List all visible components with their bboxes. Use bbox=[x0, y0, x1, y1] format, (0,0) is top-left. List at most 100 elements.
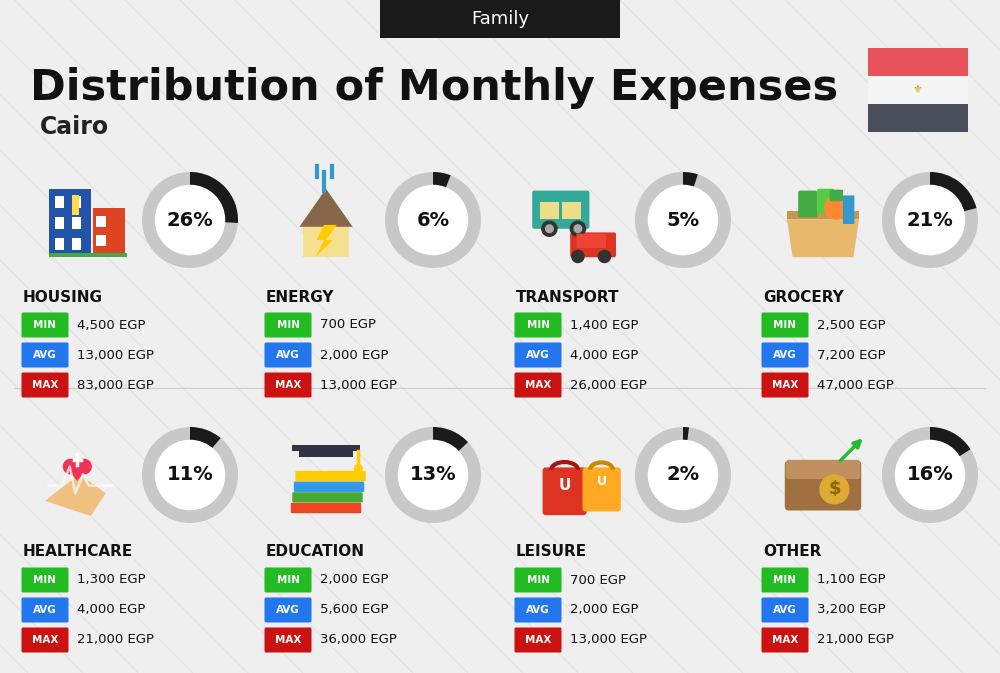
Text: $: $ bbox=[828, 481, 841, 499]
Text: 13,000 EGP: 13,000 EGP bbox=[570, 633, 647, 647]
FancyBboxPatch shape bbox=[22, 567, 68, 592]
Circle shape bbox=[155, 186, 225, 254]
Text: MIN: MIN bbox=[276, 320, 300, 330]
Text: MIN: MIN bbox=[34, 320, 56, 330]
FancyBboxPatch shape bbox=[295, 471, 366, 481]
Text: AVG: AVG bbox=[773, 605, 797, 615]
FancyBboxPatch shape bbox=[540, 202, 559, 219]
Polygon shape bbox=[65, 466, 90, 481]
FancyBboxPatch shape bbox=[264, 312, 312, 337]
Text: OTHER: OTHER bbox=[763, 544, 821, 559]
FancyBboxPatch shape bbox=[786, 460, 860, 479]
Text: 11%: 11% bbox=[167, 466, 213, 485]
FancyBboxPatch shape bbox=[72, 194, 79, 215]
Circle shape bbox=[598, 250, 611, 262]
Text: 21,000 EGP: 21,000 EGP bbox=[817, 633, 894, 647]
Text: Distribution of Monthly Expenses: Distribution of Monthly Expenses bbox=[30, 67, 838, 109]
Text: 7,200 EGP: 7,200 EGP bbox=[817, 349, 886, 361]
FancyBboxPatch shape bbox=[843, 195, 854, 224]
FancyBboxPatch shape bbox=[72, 217, 81, 229]
Text: GROCERY: GROCERY bbox=[763, 289, 844, 304]
Circle shape bbox=[574, 225, 582, 232]
Text: AVG: AVG bbox=[33, 605, 57, 615]
FancyBboxPatch shape bbox=[532, 190, 589, 229]
Text: MAX: MAX bbox=[275, 635, 301, 645]
Circle shape bbox=[155, 440, 225, 509]
Circle shape bbox=[820, 475, 849, 504]
Circle shape bbox=[398, 186, 468, 254]
Text: AVG: AVG bbox=[773, 350, 797, 360]
FancyBboxPatch shape bbox=[514, 567, 562, 592]
Text: MIN: MIN bbox=[774, 320, 796, 330]
FancyBboxPatch shape bbox=[762, 372, 808, 398]
Text: 2,000 EGP: 2,000 EGP bbox=[570, 604, 639, 616]
Polygon shape bbox=[315, 225, 337, 257]
Circle shape bbox=[77, 460, 91, 474]
Text: 21,000 EGP: 21,000 EGP bbox=[77, 633, 154, 647]
FancyBboxPatch shape bbox=[22, 627, 68, 653]
Circle shape bbox=[572, 250, 584, 262]
FancyBboxPatch shape bbox=[54, 217, 64, 229]
FancyBboxPatch shape bbox=[22, 312, 68, 337]
Text: 1,300 EGP: 1,300 EGP bbox=[77, 573, 146, 586]
Text: 700 EGP: 700 EGP bbox=[320, 318, 376, 332]
Text: 13,000 EGP: 13,000 EGP bbox=[77, 349, 154, 361]
FancyBboxPatch shape bbox=[570, 232, 616, 257]
Text: 4,000 EGP: 4,000 EGP bbox=[77, 604, 145, 616]
FancyBboxPatch shape bbox=[54, 197, 64, 208]
Wedge shape bbox=[683, 172, 698, 187]
Polygon shape bbox=[292, 445, 360, 451]
Text: 2,500 EGP: 2,500 EGP bbox=[817, 318, 886, 332]
Text: 2,000 EGP: 2,000 EGP bbox=[320, 573, 388, 586]
Text: 2,000 EGP: 2,000 EGP bbox=[320, 349, 388, 361]
FancyBboxPatch shape bbox=[264, 343, 312, 367]
FancyBboxPatch shape bbox=[762, 312, 808, 337]
Circle shape bbox=[648, 440, 718, 509]
FancyBboxPatch shape bbox=[303, 227, 349, 257]
FancyBboxPatch shape bbox=[291, 503, 361, 513]
Circle shape bbox=[825, 197, 848, 219]
FancyBboxPatch shape bbox=[72, 197, 81, 208]
Text: 3,200 EGP: 3,200 EGP bbox=[817, 604, 886, 616]
Text: EDUCATION: EDUCATION bbox=[266, 544, 365, 559]
FancyBboxPatch shape bbox=[582, 468, 621, 511]
Text: AVG: AVG bbox=[276, 350, 300, 360]
FancyBboxPatch shape bbox=[830, 190, 843, 201]
Wedge shape bbox=[683, 427, 689, 441]
Wedge shape bbox=[385, 427, 481, 523]
Text: MAX: MAX bbox=[525, 635, 551, 645]
Text: MAX: MAX bbox=[275, 380, 301, 390]
Wedge shape bbox=[190, 172, 238, 223]
Text: Cairo: Cairo bbox=[40, 115, 109, 139]
Text: MIN: MIN bbox=[34, 575, 56, 585]
FancyBboxPatch shape bbox=[514, 372, 562, 398]
Circle shape bbox=[895, 186, 965, 254]
FancyBboxPatch shape bbox=[49, 189, 91, 257]
FancyBboxPatch shape bbox=[54, 238, 64, 250]
FancyBboxPatch shape bbox=[514, 343, 562, 367]
Text: 4,500 EGP: 4,500 EGP bbox=[77, 318, 146, 332]
Polygon shape bbox=[787, 219, 859, 257]
Text: 36,000 EGP: 36,000 EGP bbox=[320, 633, 397, 647]
Text: MAX: MAX bbox=[772, 635, 798, 645]
FancyBboxPatch shape bbox=[264, 567, 312, 592]
Text: 5,600 EGP: 5,600 EGP bbox=[320, 604, 388, 616]
FancyBboxPatch shape bbox=[785, 461, 861, 511]
Circle shape bbox=[570, 221, 586, 236]
Text: AVG: AVG bbox=[526, 350, 550, 360]
Polygon shape bbox=[299, 451, 353, 457]
Wedge shape bbox=[433, 172, 451, 188]
Text: 21%: 21% bbox=[907, 211, 953, 229]
Text: U: U bbox=[558, 478, 571, 493]
Text: MIN: MIN bbox=[526, 320, 550, 330]
Text: HEALTHCARE: HEALTHCARE bbox=[23, 544, 133, 559]
Wedge shape bbox=[635, 172, 731, 268]
Text: AVG: AVG bbox=[276, 605, 300, 615]
FancyBboxPatch shape bbox=[49, 252, 127, 257]
FancyBboxPatch shape bbox=[868, 48, 968, 76]
FancyBboxPatch shape bbox=[264, 598, 312, 623]
Text: 83,000 EGP: 83,000 EGP bbox=[77, 378, 154, 392]
Text: AVG: AVG bbox=[526, 605, 550, 615]
Text: 26%: 26% bbox=[167, 211, 213, 229]
Text: U: U bbox=[596, 475, 606, 489]
